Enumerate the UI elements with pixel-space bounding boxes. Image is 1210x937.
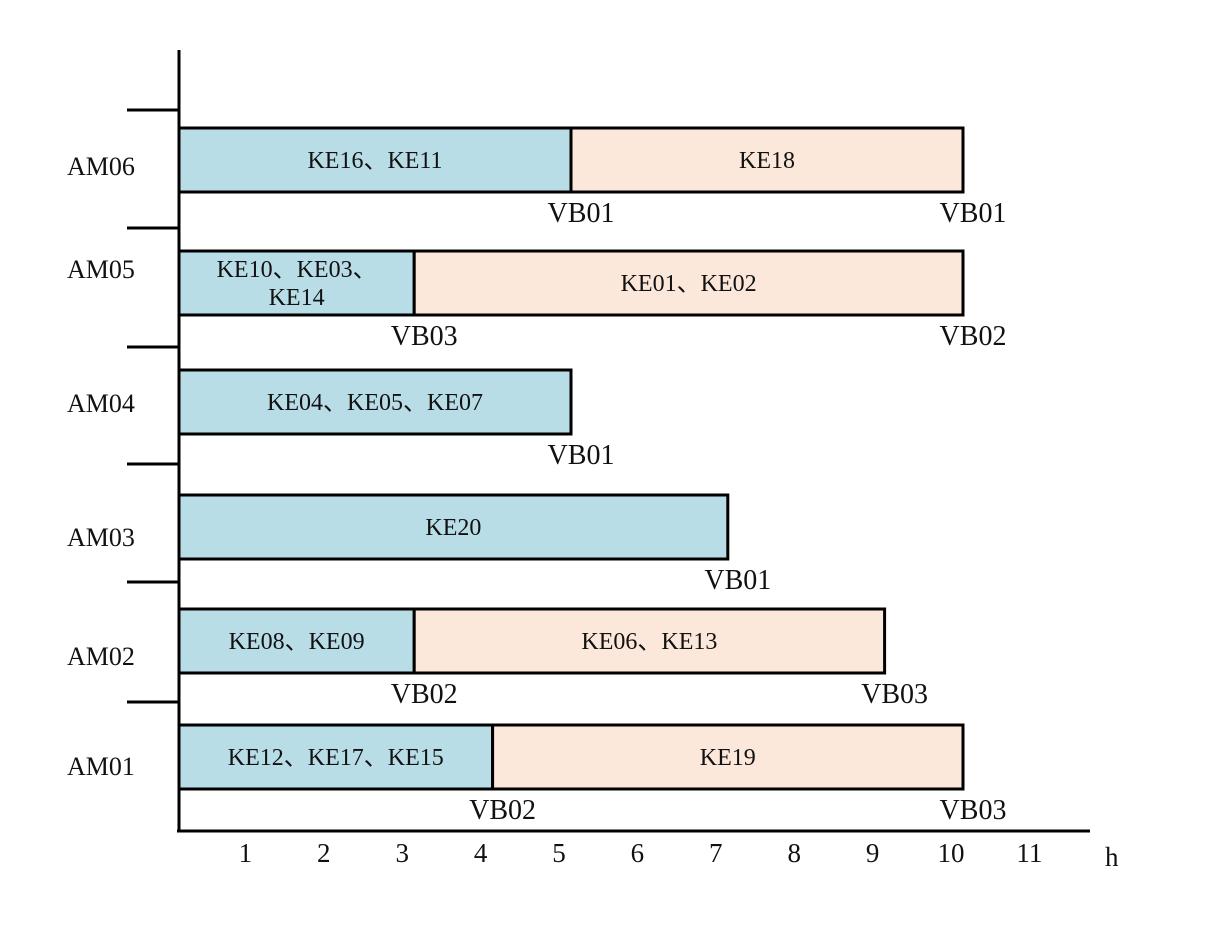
segment-end-label: VB03 bbox=[861, 679, 928, 710]
task-segment-label: KE16、KE11 bbox=[307, 148, 442, 174]
task-bar-segment bbox=[569, 126, 965, 194]
x-tick-label-7: 7 bbox=[709, 838, 723, 868]
segment-end-label: VB03 bbox=[940, 795, 1007, 826]
x-tick-label-8: 8 bbox=[787, 838, 801, 868]
row-label: AM06 bbox=[67, 152, 135, 181]
gantt-row-am05: AM05 KE10、KE03、KE14 VB03 KE01、KE02 VB02 bbox=[67, 249, 1007, 352]
task-segment-label: KE01、KE02 bbox=[621, 271, 757, 297]
task-segment-label: KE14 bbox=[269, 285, 325, 311]
gantt-row-am04: AM04 KE04、KE05、KE07 VB01 bbox=[67, 368, 615, 471]
x-tick-label-1: 1 bbox=[239, 838, 253, 868]
x-tick-label-3: 3 bbox=[395, 838, 409, 868]
segment-end-label: VB02 bbox=[391, 679, 458, 710]
task-segment-label: KE08、KE09 bbox=[229, 629, 365, 655]
gantt-row-am02: AM02 KE08、KE09 VB02 KE06、KE13 VB03 bbox=[67, 607, 928, 710]
segment-end-label: VB01 bbox=[548, 198, 615, 229]
task-bar-segment bbox=[491, 723, 965, 791]
segment-end-label: VB03 bbox=[391, 321, 458, 352]
row-label: AM02 bbox=[67, 642, 135, 671]
task-segment-label: KE04、KE05、KE07 bbox=[267, 390, 483, 416]
x-tick-label-5: 5 bbox=[552, 838, 566, 868]
x-tick-label-9: 9 bbox=[866, 838, 880, 868]
gantt-row-am01: AM01 KE12、KE17、KE15 VB02 KE19 VB03 bbox=[67, 723, 1007, 826]
task-bar-segment bbox=[177, 607, 416, 675]
task-segment-label: KE20 bbox=[425, 515, 481, 541]
task-bar-segment bbox=[177, 368, 573, 436]
x-tick-label-11: 11 bbox=[1016, 838, 1042, 868]
task-segment-label: KE18 bbox=[739, 148, 795, 174]
segment-end-label: VB02 bbox=[469, 795, 536, 826]
task-segment-label: KE06、KE13 bbox=[581, 629, 717, 655]
row-label: AM04 bbox=[67, 389, 135, 418]
task-segment-label: KE19 bbox=[700, 745, 756, 771]
x-axis-unit-label: h bbox=[1105, 842, 1119, 872]
x-tick-label-2: 2 bbox=[317, 838, 331, 868]
gantt-row-am03: AM03 KE20 VB01 bbox=[67, 493, 771, 596]
x-tick-label-4: 4 bbox=[474, 838, 488, 868]
segment-end-label: VB01 bbox=[940, 198, 1007, 229]
x-tick-label-10: 10 bbox=[938, 838, 965, 868]
task-bar-segment bbox=[177, 493, 730, 561]
task-bar-segment bbox=[412, 249, 965, 317]
task-segment-label: KE12、KE17、KE15 bbox=[228, 745, 444, 771]
task-bar-segment bbox=[412, 607, 887, 675]
row-label: AM05 bbox=[67, 255, 135, 284]
task-segment-label: KE10、KE03、 bbox=[217, 257, 377, 283]
task-bar-segment bbox=[177, 723, 495, 791]
segment-end-label: VB02 bbox=[940, 321, 1007, 352]
row-label: AM01 bbox=[67, 752, 135, 781]
row-label: AM03 bbox=[67, 523, 135, 552]
x-tick-label-6: 6 bbox=[631, 838, 645, 868]
task-bar-segment bbox=[177, 126, 573, 194]
x-axis-ticks: 1 2 3 4 5 6 7 8 9 10 11 bbox=[239, 838, 1043, 868]
gantt-row-am06: AM06 KE16、KE11 VB01 KE18 VB01 bbox=[67, 126, 1007, 229]
segment-end-label: VB01 bbox=[548, 440, 615, 471]
segment-end-label: VB01 bbox=[704, 565, 771, 596]
